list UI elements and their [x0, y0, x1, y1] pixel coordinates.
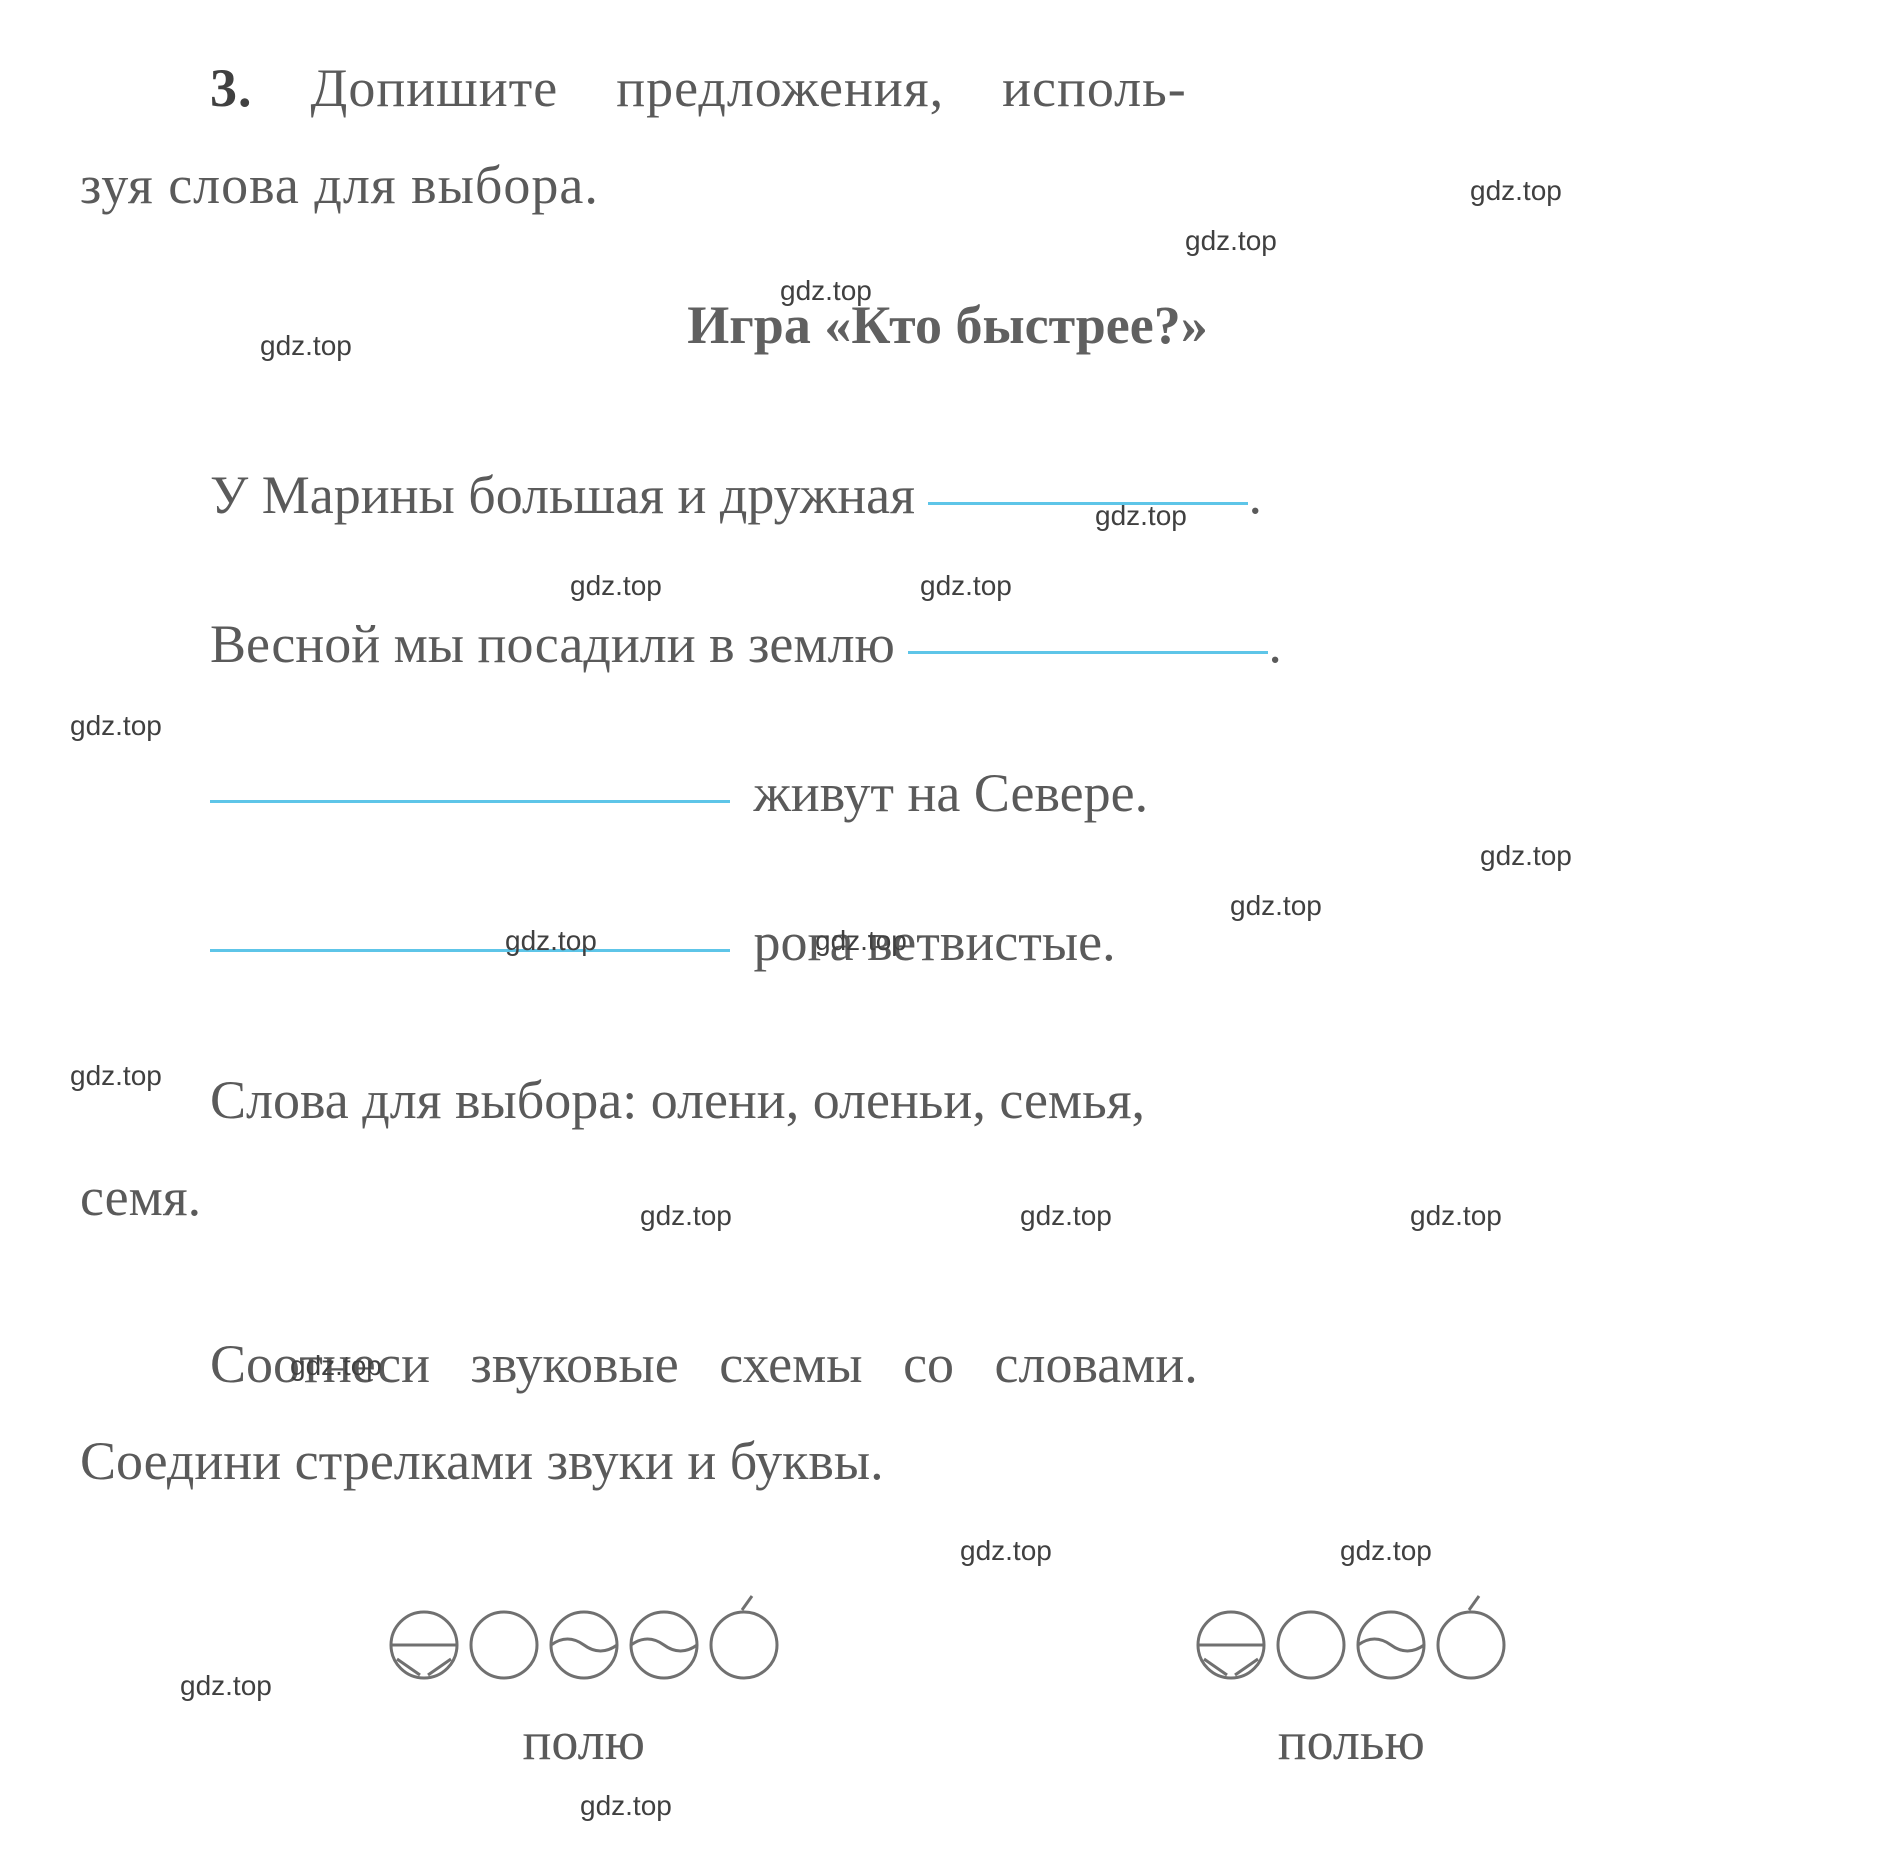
- schemes-container: полю полью: [80, 1590, 1815, 1772]
- sentence-4-text: рога ветвистые.: [754, 912, 1116, 972]
- instruction-text-1: Допишите: [311, 58, 559, 118]
- blank-line-3[interactable]: [210, 800, 730, 803]
- game-title: Игра «Кто быстрее?»: [80, 294, 1815, 356]
- instruction-text-2: предложения,: [616, 58, 944, 118]
- sound-circle-icon: [547, 1590, 621, 1680]
- sentence-2-period: .: [1268, 614, 1282, 674]
- blank-line-4[interactable]: [210, 949, 730, 952]
- scheme-2-word: полью: [1194, 1710, 1508, 1772]
- sentence-3: живут на Севере.: [80, 734, 1815, 853]
- sound-circle-icon: [467, 1590, 541, 1680]
- watermark: gdz.top: [580, 1790, 672, 1822]
- match-line1-p5: словами.: [995, 1334, 1198, 1394]
- sentences-block: У Марины большая и дружная . Весной мы п…: [80, 436, 1815, 1001]
- exercise-number: 3.: [210, 58, 253, 118]
- blank-line-2[interactable]: [908, 651, 1268, 654]
- match-line2: Соедини стрелками звуки и буквы.: [80, 1431, 884, 1491]
- sound-circle-icon: [707, 1590, 781, 1680]
- sound-circle-icon: [627, 1590, 701, 1680]
- instruction-line-2: зуя слова для выбора.: [80, 137, 1815, 234]
- scheme-group-2[interactable]: полью: [1194, 1590, 1508, 1772]
- word-bank-words: олени, оленьи, семья,: [651, 1070, 1145, 1130]
- blank-line-1[interactable]: [928, 502, 1248, 505]
- sound-circle-icon: [1194, 1590, 1268, 1680]
- sentence-4: рога ветвистые.: [80, 883, 1815, 1002]
- match-line1-p4: со: [903, 1334, 954, 1394]
- sound-circle-icon: [1354, 1590, 1428, 1680]
- sentence-1: У Марины большая и дружная .: [80, 436, 1815, 555]
- word-bank-label: Слова для выбора:: [210, 1070, 637, 1130]
- word-bank: Слова для выбора: олени, оленьи, семья, …: [80, 1052, 1815, 1246]
- word-bank-words-2: семя.: [80, 1167, 201, 1227]
- watermark: gdz.top: [960, 1535, 1052, 1567]
- sound-circle-icon: [1274, 1590, 1348, 1680]
- match-line1-p3: схемы: [719, 1334, 862, 1394]
- sound-circle-icon: [1434, 1590, 1508, 1680]
- sentence-3-text: живут на Севере.: [754, 763, 1149, 823]
- instruction-text-3: исполь-: [1002, 58, 1187, 118]
- match-instruction: Соотнеси звуковые схемы со словами. Соед…: [80, 1316, 1815, 1510]
- scheme-group-1[interactable]: полю: [387, 1590, 781, 1772]
- scheme-1-word: полю: [387, 1710, 781, 1772]
- sentence-1-text: У Марины большая и дружная: [210, 465, 915, 525]
- watermark: gdz.top: [1340, 1535, 1432, 1567]
- sentence-2: Весной мы посадили в землю .: [80, 585, 1815, 704]
- scheme-1-circles: [387, 1590, 781, 1680]
- match-line1-p1: Соотнеси: [210, 1334, 430, 1394]
- sentence-1-period: .: [1248, 465, 1262, 525]
- match-line1-p2: звуковые: [470, 1334, 678, 1394]
- exercise-instruction: 3. Допишите предложения, исполь- зуя сло…: [80, 40, 1815, 234]
- scheme-2-circles: [1194, 1590, 1508, 1680]
- sentence-2-text: Весной мы посадили в землю: [210, 614, 895, 674]
- sound-circle-icon: [387, 1590, 461, 1680]
